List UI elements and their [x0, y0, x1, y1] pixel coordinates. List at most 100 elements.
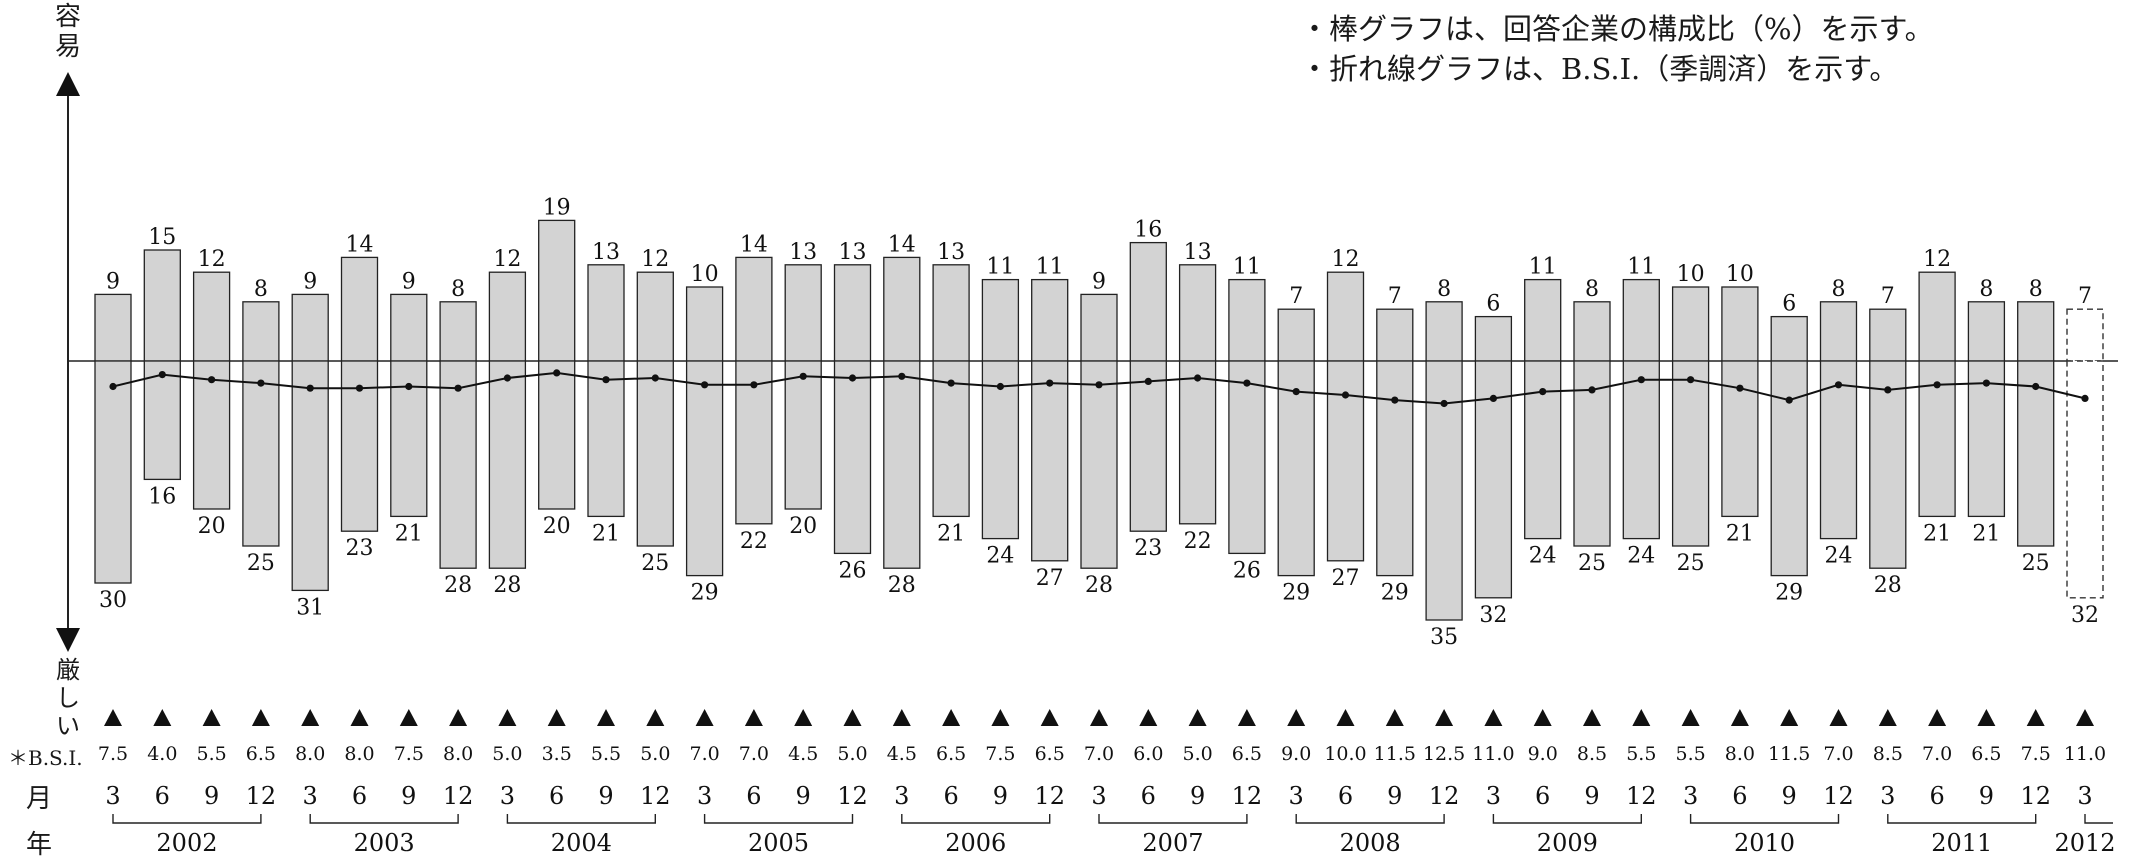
bar-lower-label: 25: [1578, 551, 1606, 576]
bar-upper: [1573, 301, 1611, 362]
bar-upper: [883, 256, 921, 362]
bsi-value-label: 7.0: [1922, 743, 1952, 765]
bsi-point: [651, 374, 659, 382]
month-tick-label: 12: [1823, 782, 1854, 810]
bsi-point: [1341, 391, 1350, 399]
bar-lower: [1770, 360, 1808, 577]
bar-upper-label: 8: [254, 277, 268, 302]
minus-triangle-icon: [1237, 709, 1256, 726]
year-bracket: [1295, 814, 1445, 824]
bsi-value-label: 7.5: [985, 743, 1015, 765]
minus-triangle-icon: [104, 709, 122, 726]
bar-upper-label: 8: [1832, 277, 1846, 302]
bsi-value-label: 5.0: [640, 743, 670, 765]
bar-lower-label: 21: [1972, 521, 2000, 546]
bsi-point: [1440, 399, 1448, 408]
minus-triangle-icon: [399, 709, 418, 726]
bsi-value-label: 9.0: [1281, 743, 1311, 765]
year-label: 2012: [2054, 829, 2115, 857]
year-label: 2007: [1142, 829, 1203, 857]
bar-upper: [1671, 286, 1710, 362]
bsi-point: [602, 376, 610, 384]
bsi-point: [454, 384, 462, 392]
bar-upper: [1080, 293, 1118, 362]
month-tick-label: 12: [2020, 782, 2051, 810]
month-tick-label: 6: [1141, 782, 1156, 810]
month-tick-label: 12: [1232, 782, 1263, 810]
month-tick-label: 3: [1486, 782, 1501, 810]
year-label: 2008: [1340, 829, 1401, 857]
bar-lower-label: 35: [1430, 625, 1458, 650]
bar-upper-label: 12: [1332, 247, 1360, 272]
bar-upper: [1326, 271, 1365, 362]
bar-lower-label: 20: [789, 514, 817, 539]
minus-triangle-icon: [794, 709, 813, 726]
bar-lower-label: 28: [1085, 573, 1113, 598]
bar-lower-label: 32: [2071, 603, 2099, 628]
bar-upper: [439, 301, 477, 362]
bar-upper-label: 19: [543, 195, 571, 220]
minus-triangle-icon: [1090, 709, 1108, 726]
bar-lower: [587, 360, 625, 518]
bar-lower: [143, 360, 181, 481]
bar-upper: [1819, 301, 1858, 362]
axis-up-arrow-icon: [56, 72, 80, 96]
minus-triangle-icon: [1287, 709, 1306, 726]
month-tick-label: 9: [1979, 782, 1994, 810]
bsi-point: [257, 379, 265, 387]
bar-upper: [1129, 241, 1167, 362]
bar-lower-label: 22: [1184, 529, 1212, 554]
bsi-point: [503, 374, 511, 382]
bar-upper-label: 10: [691, 262, 719, 287]
minus-triangle-icon: [1336, 709, 1355, 726]
bar-upper: [1228, 278, 1266, 362]
month-tick-label: 12: [640, 782, 671, 810]
bar-upper: [685, 286, 724, 362]
bsi-value-label: 5.5: [1626, 743, 1656, 765]
minus-triangle-icon: [2026, 709, 2045, 726]
bar-upper: [1967, 301, 2006, 362]
month-tick-label: 9: [598, 782, 613, 810]
bar-lower: [488, 360, 527, 569]
bar-upper-label: 12: [493, 247, 521, 272]
bsi-value-label: 6.5: [1232, 743, 1262, 765]
bsi-value-label: 6.5: [1971, 743, 2001, 765]
bsi-value-label: 8.0: [344, 743, 374, 765]
bar-lower: [981, 360, 1020, 540]
bar-lower-label: 21: [1923, 521, 1951, 546]
year-bracket: [2084, 814, 2113, 824]
minus-triangle-icon: [301, 709, 320, 726]
bar-upper-label: 13: [789, 240, 817, 265]
bar-lower: [1277, 360, 1315, 577]
bar-lower-label: 30: [99, 588, 127, 613]
minus-triangle-icon: [251, 709, 270, 726]
bar-upper: [1721, 286, 1759, 362]
minus-triangle-icon: [1878, 709, 1897, 726]
minus-triangle-icon: [646, 709, 665, 726]
month-tick-label: 9: [1190, 782, 1205, 810]
bar-upper: [2017, 301, 2055, 362]
year-bracket: [703, 814, 854, 824]
bar-upper: [784, 264, 822, 362]
bar-lower-label: 29: [691, 581, 719, 606]
bar-lower-label: 32: [1479, 603, 1507, 628]
bsi-value-label: 7.5: [2021, 743, 2051, 765]
bsi-point: [1046, 379, 1054, 387]
month-tick-label: 9: [1782, 782, 1797, 810]
month-tick-label: 6: [943, 782, 958, 810]
bar-upper: [636, 271, 674, 362]
bar-lower-label: 28: [1874, 573, 1902, 598]
bar-lower: [242, 360, 280, 547]
year-bracket: [1689, 814, 1840, 824]
year-bracket: [1098, 814, 1248, 824]
minus-triangle-icon: [449, 709, 468, 726]
bsi-value-label: 5.5: [591, 743, 621, 765]
bsi-point: [898, 372, 906, 380]
bar-labels-group: 9 30 15 16 12 20 8 25 9 31 14 23 9 21 8 28 12 28 19 20 13 21 1…: [99, 195, 2099, 650]
month-tick-label: 12: [837, 782, 868, 810]
bar-lower: [2017, 360, 2055, 547]
bar-lower: [784, 360, 822, 510]
bar-upper: [242, 301, 280, 362]
bar-upper-label: 11: [1529, 255, 1557, 280]
bsi-value-label: 11.0: [2064, 743, 2106, 765]
